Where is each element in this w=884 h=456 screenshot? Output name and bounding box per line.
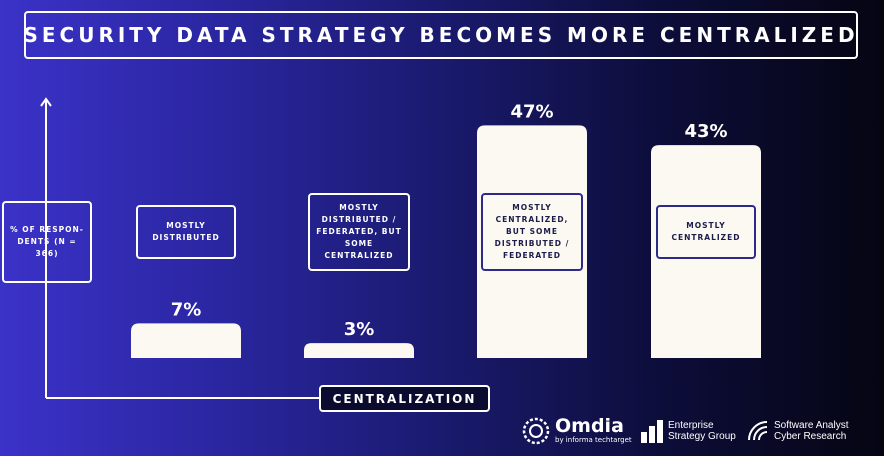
esg-logo-line1: Enterprise <box>668 420 714 431</box>
wifi-arc-icon <box>748 421 768 441</box>
bar-cat-mostly-distributed <box>131 323 241 358</box>
data-label-cat-mostly-distributed: 7% <box>171 299 202 320</box>
sacr-logo: Software Analyst Cyber Research <box>746 413 848 449</box>
omdia-ring-icon <box>522 417 550 445</box>
omdia-logo: Omdia by informa techtarget <box>521 413 632 449</box>
bar-cat-centralized-some-distributed <box>477 125 587 358</box>
chart-title: SECURITY DATA STRATEGY BECOMES MORE CENT… <box>23 23 859 47</box>
category-label-cat-centralized-some-distributed: MOSTLY CENTRALIZED, BUT SOME DISTRIBUTED… <box>481 193 583 271</box>
sacr-logo-line1: Software Analyst <box>774 420 849 431</box>
omdia-logo-name: Omdia <box>555 415 624 437</box>
esg-logo: Enterprise Strategy Group <box>640 413 736 449</box>
category-label-cat-mostly-centralized: MOSTLY CENTRALIZED <box>656 205 756 259</box>
bar-cat-mostly-centralized <box>651 145 761 358</box>
sacr-logo-line2: Cyber Research <box>774 431 847 442</box>
data-label-cat-distributed-some-centralized: 3% <box>344 319 375 340</box>
data-label-cat-mostly-centralized: 43% <box>684 121 727 142</box>
omdia-logo-sub: by informa techtarget <box>555 436 632 444</box>
bar-cat-distributed-some-centralized <box>304 343 414 358</box>
y-axis-arrow <box>40 97 52 107</box>
esg-logo-line2: Strategy Group <box>668 431 736 442</box>
category-label-cat-distributed-some-centralized: MOSTLY DISTRIBUTED / FEDERATED, BUT SOME… <box>308 193 410 271</box>
bar-stack-icon <box>641 420 663 443</box>
category-label-cat-mostly-distributed: MOSTLY DISTRIBUTED <box>136 205 236 259</box>
y-axis-label: % OF RESPON-DENTS (N = 366) <box>2 201 92 283</box>
x-axis-label: CENTRALIZATION <box>319 385 490 412</box>
chart-title-box: SECURITY DATA STRATEGY BECOMES MORE CENT… <box>23 11 859 59</box>
data-label-cat-centralized-some-distributed: 47% <box>510 101 553 122</box>
